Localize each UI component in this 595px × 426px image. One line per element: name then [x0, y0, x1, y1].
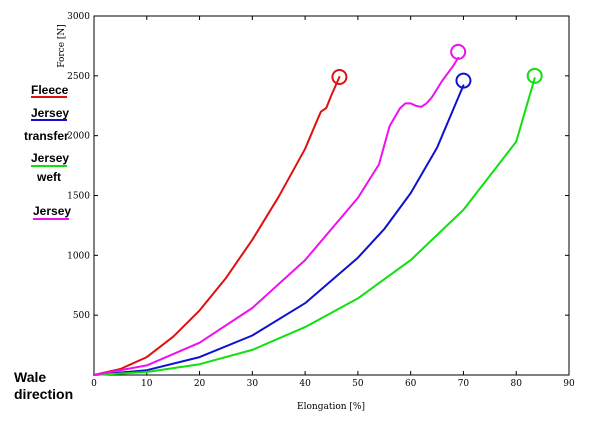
x-tick-label: 0 — [91, 379, 97, 389]
x-tick-label: 10 — [141, 379, 153, 389]
y-tick-label: 1500 — [67, 192, 90, 202]
x-tick-label: 50 — [352, 379, 364, 389]
series-layer — [93, 43, 543, 376]
legend-label-3: weft — [36, 170, 61, 184]
y-tick-label: 1000 — [67, 251, 90, 261]
legend-label-2: transfer — [24, 129, 69, 143]
x-tick-label: 60 — [405, 379, 417, 389]
x-axis-title: Elongation [%] — [297, 402, 365, 412]
legend-label-2: Jersey — [31, 106, 69, 120]
series-line-1 — [93, 76, 341, 376]
break-marker-2 — [455, 72, 472, 89]
y-tick-label: 3000 — [67, 12, 90, 22]
break-marker-1 — [331, 69, 348, 86]
legend: Fleece Jersey transfer Jersey weft Jersey — [24, 83, 71, 220]
x-tick-label: 70 — [458, 379, 470, 389]
y-axis-title: Force [N] — [57, 24, 67, 68]
x-tick-label: 40 — [299, 379, 311, 389]
x-tick-label: 90 — [563, 379, 575, 389]
break-marker-4 — [450, 43, 467, 60]
legend-label-1: Fleece — [31, 83, 69, 97]
legend-label-4: Jersey — [33, 204, 71, 218]
series-line-2 — [93, 84, 465, 376]
break-marker-3 — [526, 67, 543, 84]
caption-line-2: direction — [14, 386, 73, 402]
axes: 0 10 20 30 40 50 60 70 80 90 500 1000 1500 2000 2500 30… — [67, 12, 575, 389]
legend-label-3: Jersey — [31, 151, 69, 165]
caption-line-1: Wale — [14, 369, 46, 385]
x-tick-label: 20 — [194, 379, 206, 389]
y-tick-label: 500 — [73, 311, 90, 321]
y-tick-label: 2500 — [67, 72, 90, 82]
plot-frame — [93, 15, 570, 376]
series-line-4 — [93, 56, 460, 376]
x-tick-label: 80 — [510, 379, 522, 389]
y-tick-label: 2000 — [67, 132, 90, 142]
x-tick-label: 30 — [247, 379, 259, 389]
series-line-3 — [93, 77, 536, 376]
